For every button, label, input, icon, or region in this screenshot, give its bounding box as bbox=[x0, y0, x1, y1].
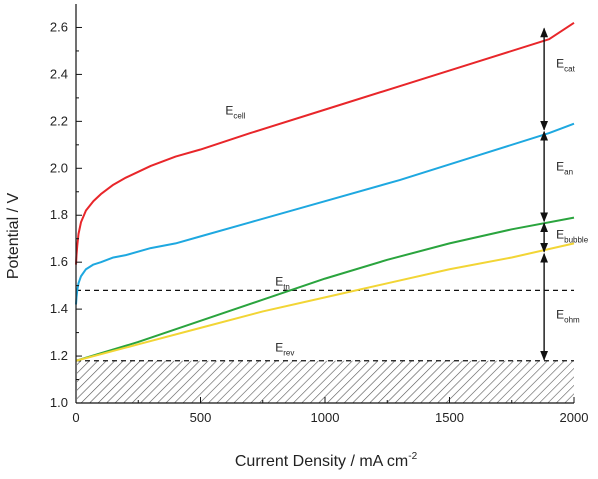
curve-label-e-rev-subscript: rev bbox=[283, 348, 294, 357]
y-axis-title: Potential / V bbox=[5, 193, 22, 280]
hatched-region-below-e-rev bbox=[77, 360, 574, 403]
curve-label-e-rev: Erev bbox=[275, 340, 294, 357]
curve-label-e-tn-subscript: tn bbox=[283, 283, 290, 292]
arrow-label-e-ohm-subscript: ohm bbox=[564, 316, 580, 325]
arrow-label-e-cat-base: E bbox=[556, 56, 564, 70]
curve-label-e-rev-base: E bbox=[275, 340, 283, 354]
y-tick-label-2.2: 2.2 bbox=[50, 113, 68, 128]
curve-label-e-cell-subscript: cell bbox=[233, 111, 245, 120]
x-tick-label-1000: 1000 bbox=[311, 410, 340, 425]
y-tick-label-1.4: 1.4 bbox=[50, 301, 68, 316]
arrow-label-e-cat: Ecat bbox=[556, 56, 575, 73]
y-tick-label-1.6: 1.6 bbox=[50, 254, 68, 269]
curve-label-e-cell-base: E bbox=[225, 103, 233, 117]
arrow-label-e-an: Ean bbox=[556, 160, 573, 177]
series-line-e-ohm bbox=[75, 242, 575, 362]
x-axis-title: Current Density / mA cm-2 bbox=[235, 451, 418, 470]
arrow-label-e-bubble: Ebubble bbox=[556, 228, 589, 245]
arrow-label-e-ohm: Eohm bbox=[556, 308, 580, 325]
series-line-e-bubble bbox=[75, 216, 575, 362]
y-tick-label-2.6: 2.6 bbox=[50, 19, 68, 34]
y-tick-label-1.2: 1.2 bbox=[50, 348, 68, 363]
y-tick-label-2.4: 2.4 bbox=[50, 66, 68, 81]
arrow-label-e-an-subscript: an bbox=[564, 168, 573, 177]
y-tick-label-1.8: 1.8 bbox=[50, 207, 68, 222]
x-tick-label-0: 0 bbox=[72, 410, 79, 425]
x-axis-title-superscript: -2 bbox=[408, 451, 417, 462]
curve-label-e-tn: Etn bbox=[275, 275, 290, 292]
arrow-label-e-ohm-base: E bbox=[556, 308, 564, 322]
x-tick-label-500: 500 bbox=[190, 410, 212, 425]
series-line-e-an bbox=[75, 122, 575, 305]
series-line-e-cell bbox=[75, 21, 575, 265]
arrow-label-e-bubble-subscript: bubble bbox=[564, 236, 589, 245]
x-tick-label-1500: 1500 bbox=[435, 410, 464, 425]
curve-label-e-tn-base: E bbox=[275, 275, 283, 289]
y-tick-label-1.0: 1.0 bbox=[50, 395, 68, 410]
arrow-label-e-an-base: E bbox=[556, 160, 564, 174]
x-tick-label-2000: 2000 bbox=[560, 410, 589, 425]
curve-label-e-cell: Ecell bbox=[225, 103, 245, 120]
y-tick-label-2.0: 2.0 bbox=[50, 160, 68, 175]
arrow-label-e-bubble-base: E bbox=[556, 228, 564, 242]
arrow-label-e-cat-subscript: cat bbox=[564, 64, 575, 73]
axes-layer: 1.0 1.2 1.4 1.6 1.8 2.0 2.2 2.4 2.6 0 500 1000 1500 2… bbox=[50, 4, 589, 425]
x-axis-title-text: Current Density / mA cm bbox=[235, 453, 408, 470]
